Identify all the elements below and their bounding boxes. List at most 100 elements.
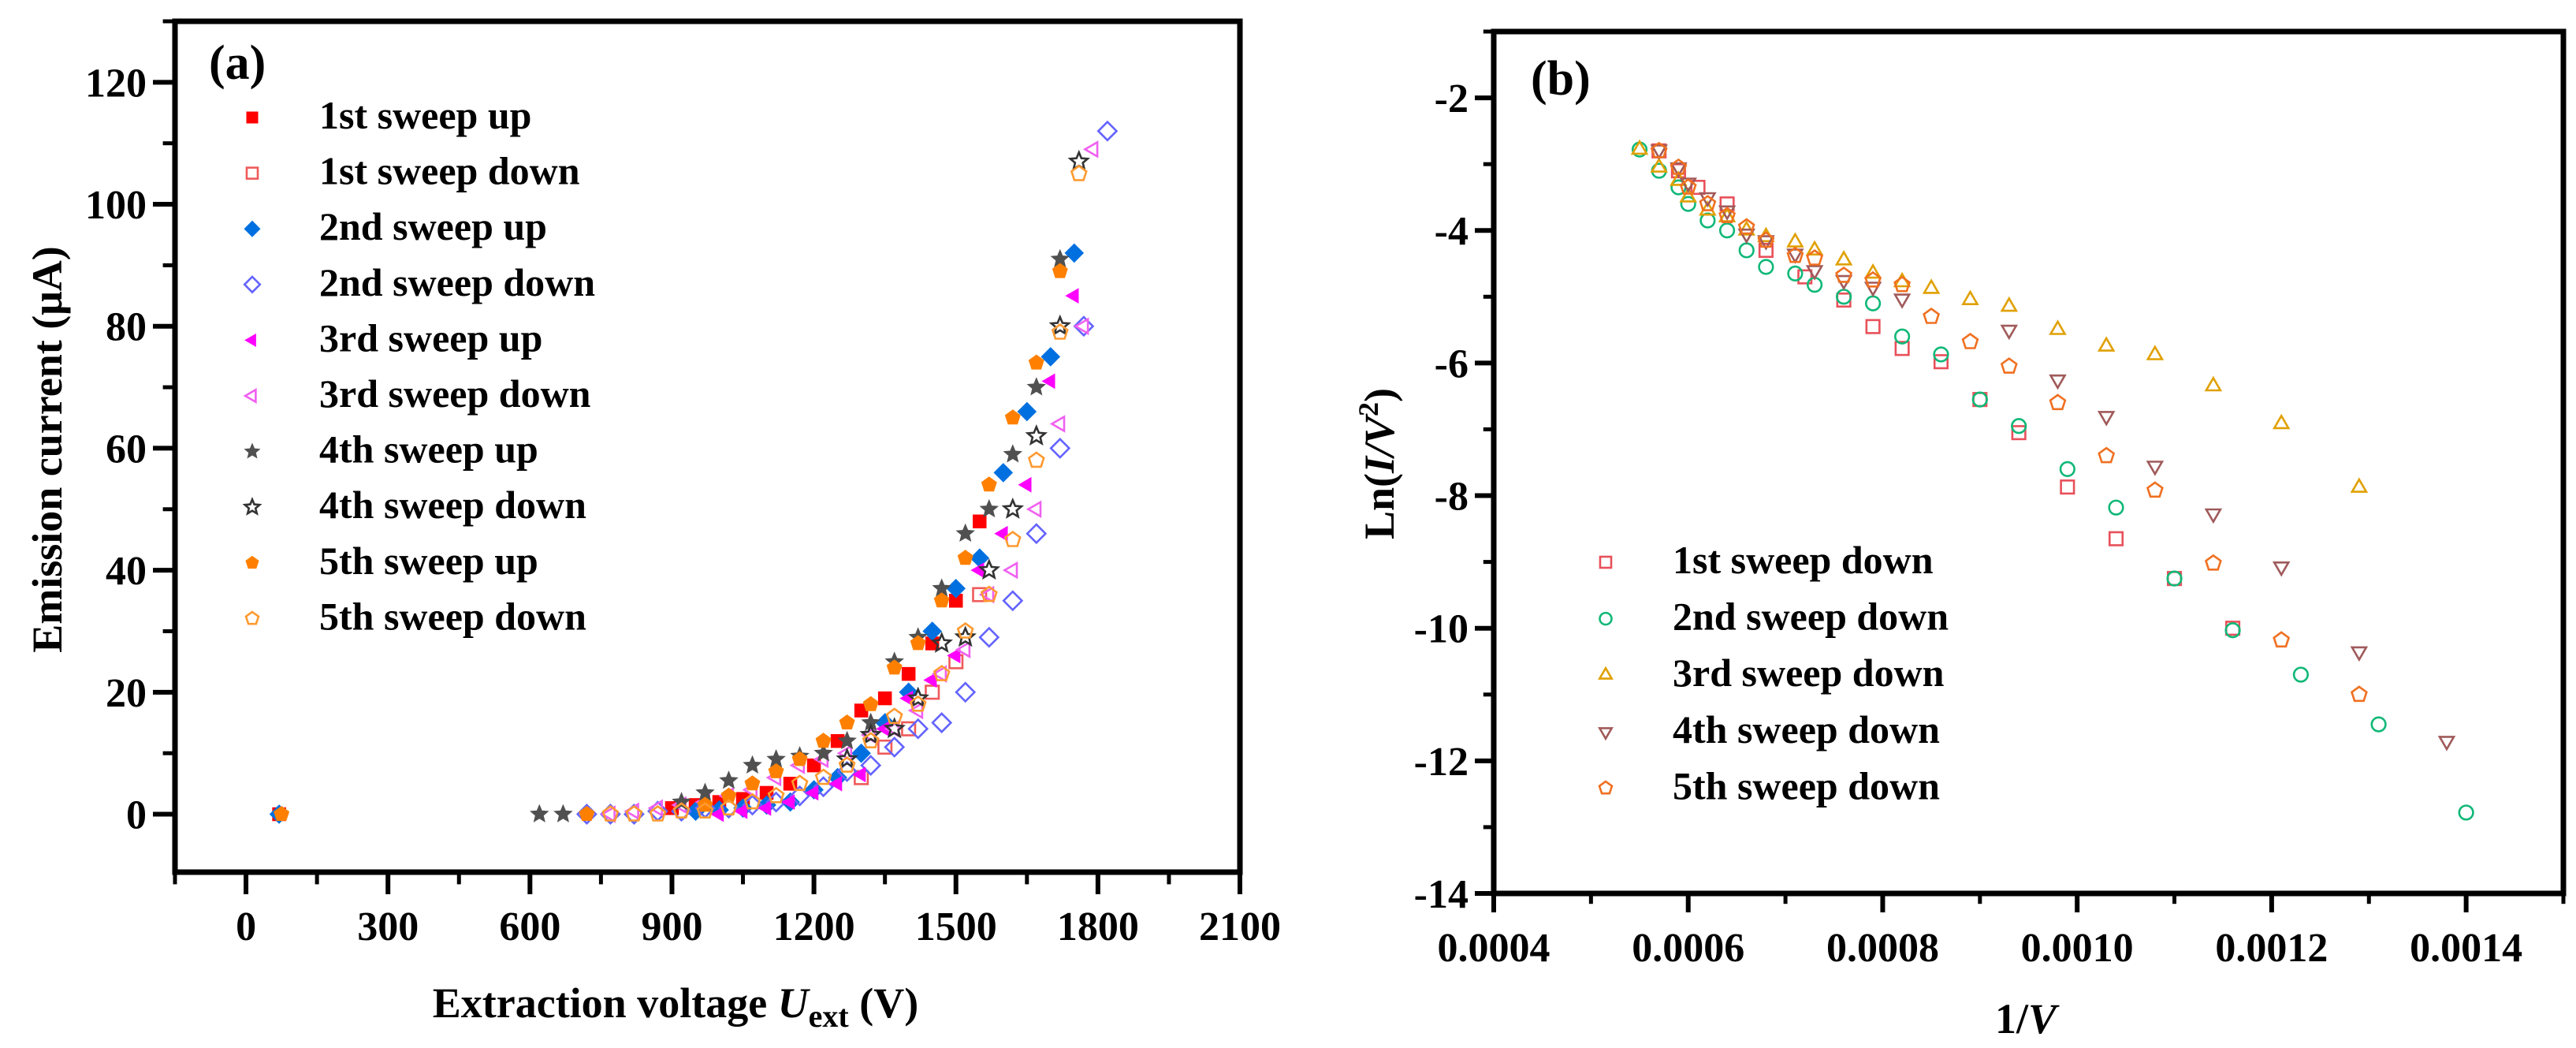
legend-marker [243,388,257,404]
x-tick-label: 900 [641,904,702,949]
legend-item: 4th sweep down [1598,707,1940,752]
panel-a-y-axis-label: Emission current (μA) [24,246,71,653]
data-point [553,804,573,822]
data-point [862,696,879,711]
data-point [1026,500,1042,519]
data-point [1923,307,1941,324]
legend-marker [244,442,261,459]
data-point [1650,144,1668,160]
x-label-main: 1/ [1995,995,2029,1042]
data-point [838,756,856,773]
legend-item: 2nd sweep up [244,204,547,248]
legend-marker [243,275,262,294]
data-point [1834,250,1853,266]
x-tick-label: 2100 [1199,904,1281,949]
legend-marker [1599,611,1613,626]
y-tick-label: -10 [1414,607,1469,652]
y-tick-label: 120 [85,61,147,106]
data-point [601,804,620,822]
data-point [696,802,714,819]
legend-item: 5th sweep down [244,594,586,638]
data-point [2350,646,2369,662]
data-point [743,793,761,810]
legend-item: 5th sweep down [1598,763,1940,807]
data-point [977,558,1001,580]
data-point [885,707,903,725]
data-point [2146,461,2165,476]
data-point [1835,266,1853,283]
data-point [2370,716,2387,733]
legend-label: 2nd sweep down [319,260,595,304]
data-point [1680,196,1696,212]
data-point [2350,477,2369,493]
data-point [909,695,927,712]
legend-marker [244,333,256,347]
legend-label: 2nd sweep down [1673,595,1949,639]
series-4th-sweep-down [836,149,1091,769]
data-point [1863,282,1882,297]
data-point [2166,570,2183,587]
data-point [839,714,855,729]
data-point [1894,341,1910,356]
data-point [2204,554,2222,571]
data-point [1018,476,1032,493]
data-point [1073,317,1089,335]
legend-marker [1598,666,1614,680]
data-point [883,717,906,739]
panel-b-x-axis-label: 1/V [1995,995,2060,1042]
data-point [955,681,977,703]
panel-a-chart: (a) Emission current (μA) Extraction vol… [24,18,1281,1034]
data-point [931,665,947,683]
data-point [758,800,772,816]
data-point [1699,200,1717,216]
data-point [947,647,961,664]
y-label-post: ) [1356,388,1403,402]
data-point [2011,418,2027,434]
data-point [973,514,987,529]
data-point [1836,289,1852,305]
series-4th-sweep-up [530,248,1070,822]
series-5th-sweep-up [274,263,1068,821]
data-point [979,498,1000,518]
data-point [1805,240,1824,255]
data-point [1893,293,1912,309]
data-point [1864,270,1882,288]
data-point [1737,220,1755,236]
y-tick-label: -6 [1435,341,1469,386]
data-point [734,803,748,819]
data-point [933,592,950,608]
legend-label: 1st sweep down [319,149,580,193]
data-point [1049,437,1071,459]
x-tick-label: 0.0008 [1826,926,1939,971]
data-point [886,659,903,675]
data-point [970,548,990,569]
y-tick-label: 80 [106,305,147,350]
legend-marker [244,220,261,237]
legend-marker [1598,780,1614,795]
data-point [2049,374,2067,390]
data-point [744,775,761,791]
data-point [781,794,795,810]
data-point [2097,336,2116,352]
legend-item: 2nd sweep down [243,260,595,304]
data-point [852,766,866,783]
data-point [1737,228,1755,244]
data-point [1065,288,1079,304]
data-point [720,787,737,803]
legend-label: 1st sweep down [1673,538,1934,582]
data-point [930,631,953,653]
data-point [1894,328,1911,345]
data-point [955,640,971,658]
data-point [1933,346,1949,363]
data-point [907,718,929,740]
data-point [743,755,762,774]
legend-item: 3rd sweep down [1598,651,1945,695]
y-tick-label: -2 [1435,76,1469,121]
data-point [1028,354,1044,370]
data-point [1718,207,1737,224]
x-tick-label: 0.0014 [2410,926,2522,971]
x-tick-label: 0.0012 [2215,926,2328,971]
legend-label: 5th sweep down [319,594,586,638]
legend-item: 1st sweep up [246,93,531,137]
